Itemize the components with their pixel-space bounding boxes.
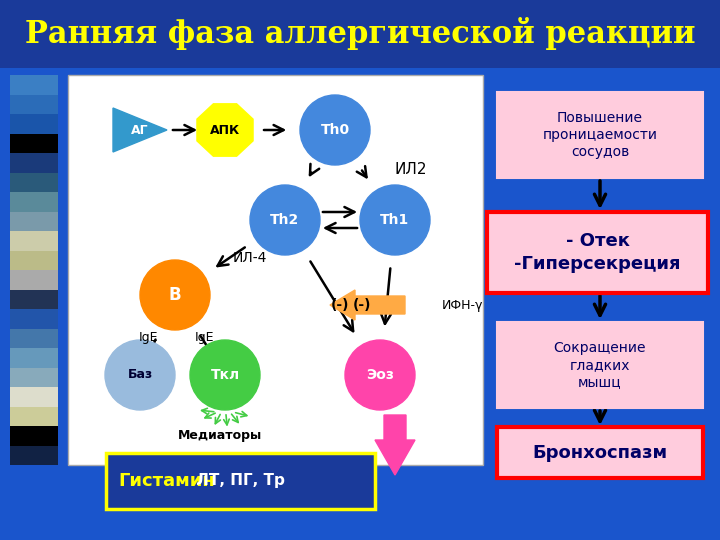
Text: Ранняя фаза аллергической реакции: Ранняя фаза аллергической реакции [24, 17, 696, 51]
Text: АГ: АГ [131, 124, 149, 137]
FancyBboxPatch shape [10, 368, 58, 387]
FancyBboxPatch shape [10, 309, 58, 328]
FancyBboxPatch shape [10, 446, 58, 465]
Text: В: В [168, 286, 181, 304]
FancyBboxPatch shape [10, 289, 58, 309]
Text: Th2: Th2 [271, 213, 300, 227]
Text: (-): (-) [353, 298, 372, 312]
Text: Баз: Баз [127, 368, 153, 381]
Text: Сокращение
гладких
мышц: Сокращение гладких мышц [554, 341, 647, 389]
Text: Th0: Th0 [320, 123, 350, 137]
Text: Медиаторы: Медиаторы [178, 429, 262, 442]
Text: ИФН-γ: ИФН-γ [442, 299, 484, 312]
FancyBboxPatch shape [10, 192, 58, 212]
Text: ИЛ2: ИЛ2 [395, 163, 428, 178]
FancyBboxPatch shape [106, 453, 375, 509]
FancyBboxPatch shape [10, 94, 58, 114]
FancyBboxPatch shape [10, 172, 58, 192]
FancyBboxPatch shape [0, 0, 720, 68]
Circle shape [345, 340, 415, 410]
FancyBboxPatch shape [10, 251, 58, 270]
FancyBboxPatch shape [10, 348, 58, 368]
Polygon shape [113, 108, 167, 152]
Text: Ткл: Ткл [210, 368, 240, 382]
FancyArrow shape [375, 415, 415, 475]
Circle shape [140, 260, 210, 330]
Text: Повышение
проницаемости
сосудов: Повышение проницаемости сосудов [542, 111, 657, 159]
FancyBboxPatch shape [10, 407, 58, 426]
FancyBboxPatch shape [10, 133, 58, 153]
FancyBboxPatch shape [10, 270, 58, 289]
Text: Гистамин: Гистамин [118, 472, 215, 490]
FancyBboxPatch shape [10, 328, 58, 348]
Text: ЛТ, ПГ, Тр: ЛТ, ПГ, Тр [191, 474, 285, 489]
FancyBboxPatch shape [10, 212, 58, 231]
FancyBboxPatch shape [10, 387, 58, 407]
Text: IgE: IgE [195, 332, 215, 345]
FancyBboxPatch shape [10, 153, 58, 172]
Text: (-): (-) [330, 298, 349, 312]
FancyBboxPatch shape [68, 75, 483, 465]
Text: АПК: АПК [210, 124, 240, 137]
Text: Th1: Th1 [380, 213, 410, 227]
Polygon shape [197, 104, 253, 156]
Circle shape [105, 340, 175, 410]
FancyBboxPatch shape [10, 231, 58, 251]
FancyBboxPatch shape [10, 75, 58, 94]
FancyBboxPatch shape [10, 426, 58, 445]
Text: Бронхоспазм: Бронхоспазм [532, 443, 667, 462]
FancyBboxPatch shape [10, 114, 58, 133]
FancyArrow shape [330, 290, 405, 320]
Circle shape [190, 340, 260, 410]
Circle shape [360, 185, 430, 255]
FancyBboxPatch shape [497, 322, 703, 408]
FancyBboxPatch shape [497, 92, 703, 178]
Text: ИЛ-4: ИЛ-4 [233, 251, 267, 265]
Text: Эоз: Эоз [366, 368, 394, 382]
FancyBboxPatch shape [497, 427, 703, 478]
Circle shape [300, 95, 370, 165]
Circle shape [250, 185, 320, 255]
Text: - Отек
-Гиперсекреция: - Отек -Гиперсекреция [514, 232, 680, 273]
Text: IgE: IgE [138, 332, 158, 345]
FancyBboxPatch shape [487, 212, 708, 293]
